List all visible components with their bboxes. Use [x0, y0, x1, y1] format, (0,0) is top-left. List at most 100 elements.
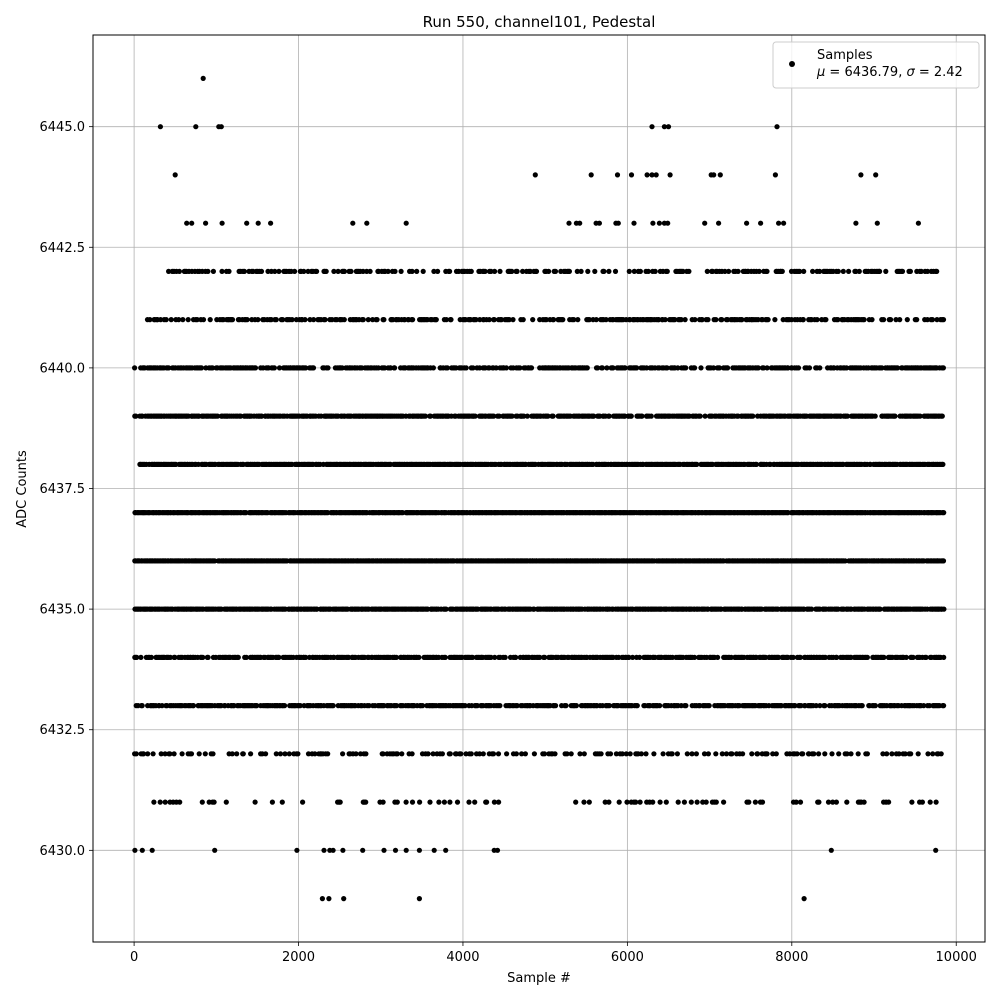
data-point: [211, 799, 217, 805]
data-point: [643, 751, 649, 757]
data-point: [367, 268, 373, 274]
data-point: [132, 847, 138, 853]
data-point: [363, 751, 369, 757]
data-point: [190, 703, 197, 709]
data-point: [490, 751, 497, 757]
data-point: [586, 799, 592, 805]
data-point: [229, 317, 236, 323]
data-point: [218, 124, 224, 130]
data-point: [626, 268, 632, 274]
data-point: [340, 751, 346, 757]
data-point: [180, 317, 186, 323]
data-point: [226, 268, 232, 274]
data-point: [688, 799, 694, 805]
data-point: [581, 751, 587, 757]
data-point: [205, 654, 211, 661]
data-point: [189, 220, 195, 226]
data-point: [705, 751, 712, 757]
data-point: [940, 317, 947, 323]
data-point: [491, 317, 497, 323]
data-point: [899, 268, 906, 274]
data-point: [634, 703, 640, 709]
data-point: [892, 413, 898, 419]
data-point: [427, 799, 433, 805]
data-point: [431, 268, 437, 274]
data-point: [764, 365, 770, 371]
data-point: [833, 799, 840, 805]
data-point: [416, 896, 422, 902]
x-tick-label: 2000: [282, 950, 315, 965]
data-point: [765, 317, 771, 323]
data-point: [522, 751, 529, 757]
data-point: [470, 365, 476, 371]
data-point: [781, 220, 787, 226]
data-point: [295, 751, 301, 757]
data-point: [772, 317, 778, 323]
data-point: [276, 365, 283, 371]
data-point: [675, 365, 681, 371]
x-tick-label: 0: [130, 950, 138, 965]
data-point: [341, 896, 347, 902]
data-point: [941, 509, 947, 516]
chart-title: Run 550, channel101, Pedestal: [423, 13, 656, 31]
data-point: [934, 317, 940, 323]
data-point: [568, 751, 574, 757]
data-point: [844, 365, 850, 371]
data-point: [836, 751, 842, 757]
data-point: [244, 220, 250, 226]
data-point: [509, 413, 515, 419]
data-point: [588, 172, 594, 178]
data-point: [797, 799, 804, 805]
data-point: [410, 317, 416, 323]
data-point: [234, 751, 240, 757]
x-tick-label: 8000: [775, 950, 808, 965]
data-point: [872, 413, 878, 419]
data-point: [200, 75, 206, 81]
data-point: [924, 317, 931, 323]
data-point: [530, 317, 536, 323]
data-point: [447, 799, 453, 805]
data-point: [940, 365, 947, 371]
data-point: [861, 799, 867, 805]
data-point: [674, 751, 681, 757]
data-point: [606, 799, 612, 805]
data-point: [907, 268, 914, 274]
data-point: [575, 317, 581, 323]
data-point: [919, 799, 926, 805]
data-point: [874, 220, 880, 226]
data-point: [441, 799, 447, 805]
data-point: [881, 654, 887, 661]
data-point: [883, 268, 889, 274]
data-point: [657, 799, 663, 805]
data-point: [697, 413, 703, 419]
data-point: [929, 317, 936, 323]
data-point: [591, 413, 597, 419]
data-point: [543, 317, 550, 323]
data-point: [454, 799, 461, 805]
data-point: [662, 317, 668, 323]
data-point: [311, 317, 317, 323]
data-point: [829, 751, 835, 757]
data-point: [644, 365, 650, 371]
data-point: [545, 413, 551, 419]
data-point: [746, 799, 752, 805]
data-point: [339, 365, 345, 371]
data-point: [595, 365, 601, 371]
data-point: [884, 751, 890, 757]
data-point: [631, 268, 637, 274]
data-point: [235, 654, 241, 661]
data-point: [350, 220, 356, 226]
data-point: [755, 365, 761, 371]
data-point: [560, 317, 566, 323]
data-point: [941, 654, 947, 661]
data-point: [268, 317, 274, 323]
data-point: [271, 365, 277, 371]
data-point: [800, 317, 806, 323]
data-point: [702, 220, 708, 226]
data-point: [513, 654, 519, 661]
data-point: [729, 751, 735, 757]
data-point: [706, 703, 712, 709]
data-point: [704, 268, 710, 274]
data-point: [289, 317, 295, 323]
data-point: [828, 847, 834, 853]
